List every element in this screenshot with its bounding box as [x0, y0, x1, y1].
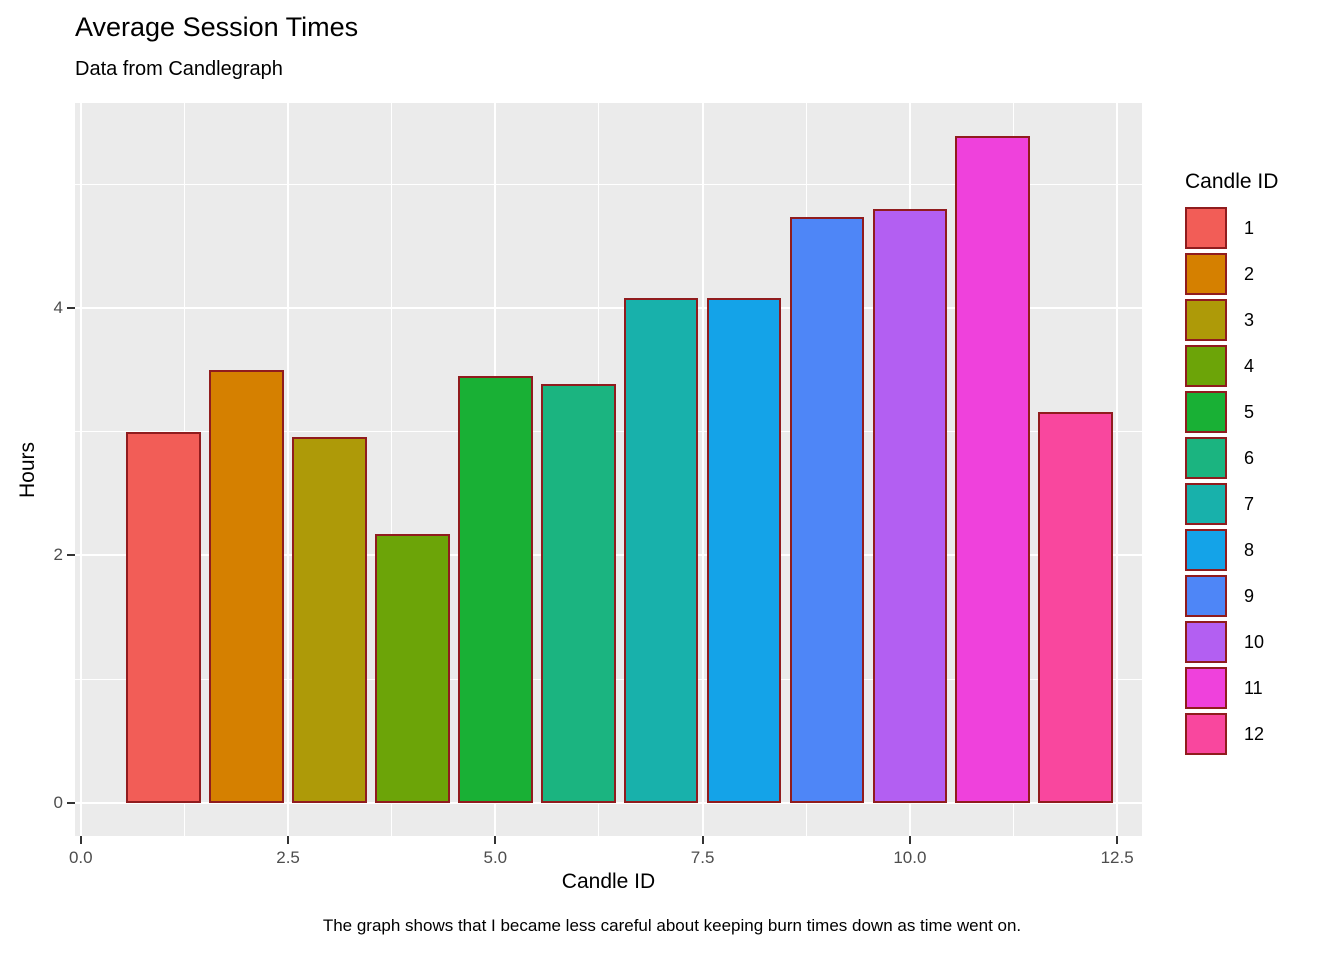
legend-item-6: 6 — [1185, 437, 1278, 479]
legend-swatch — [1185, 437, 1227, 479]
legend-label: 8 — [1244, 539, 1255, 560]
x-major-gridline — [79, 103, 82, 836]
legend-item-10: 10 — [1185, 621, 1278, 663]
bar-candle-4 — [375, 534, 450, 803]
legend-swatch — [1185, 529, 1227, 571]
bar-candle-8 — [706, 298, 782, 803]
legend-item-4: 4 — [1185, 345, 1278, 387]
legend-item-1: 1 — [1185, 207, 1278, 249]
legend-label: 2 — [1244, 263, 1255, 284]
legend-swatch — [1185, 391, 1227, 433]
legend-label: 12 — [1244, 723, 1265, 744]
legend-label: 9 — [1244, 585, 1255, 606]
y-minor-gridline — [75, 184, 1142, 186]
legend-item-2: 2 — [1185, 253, 1278, 295]
x-tick-mark — [79, 836, 82, 844]
x-axis-title: Candle ID — [561, 870, 656, 893]
legend-label: 5 — [1244, 401, 1255, 422]
legend-keys: 1 2 3 4 5 6 7 8 9 10 11 12 — [1185, 207, 1278, 755]
y-major-gridline — [75, 801, 1142, 804]
y-tick-label: 4 — [53, 298, 63, 318]
bar-candle-9 — [789, 216, 865, 803]
y-axis-title: Hours — [16, 441, 39, 499]
legend-item-3: 3 — [1185, 299, 1278, 341]
x-tick-mark — [701, 836, 704, 844]
bar-candle-11 — [955, 136, 1031, 803]
legend-swatch — [1185, 575, 1227, 617]
plot-panel — [75, 103, 1142, 836]
y-tick-mark — [67, 801, 75, 804]
bar-candle-2 — [209, 369, 284, 803]
x-tick-mark — [908, 836, 911, 844]
x-tick-label: 5.0 — [483, 848, 508, 867]
legend-label: 4 — [1244, 355, 1255, 376]
legend-swatch — [1185, 207, 1227, 249]
x-tick-label: 10.0 — [893, 848, 927, 867]
legend-label: 7 — [1244, 493, 1255, 514]
legend-item-7: 7 — [1185, 483, 1278, 525]
legend-label: 1 — [1244, 217, 1255, 238]
bar-candle-5 — [458, 376, 533, 803]
bar-candle-3 — [292, 436, 367, 803]
x-major-gridline — [701, 103, 704, 836]
legend-swatch — [1185, 345, 1227, 387]
y-tick-mark — [67, 307, 75, 310]
legend: Candle ID 1 2 3 4 5 6 7 8 9 10 11 12 — [1185, 170, 1278, 759]
legend-item-11: 11 — [1185, 667, 1278, 709]
legend-label: 10 — [1244, 631, 1265, 652]
legend-swatch — [1185, 667, 1227, 709]
x-major-gridline — [1116, 103, 1119, 836]
x-tick-label: 0.0 — [68, 848, 93, 867]
chart-title: Average Session Times — [75, 12, 359, 42]
chart-subtitle: Data from Candlegraph — [75, 58, 283, 80]
legend-label: 6 — [1244, 447, 1255, 468]
x-tick-mark — [287, 836, 290, 844]
legend-item-5: 5 — [1185, 391, 1278, 433]
y-tick-mark — [67, 554, 75, 557]
x-tick-label: 12.5 — [1100, 848, 1134, 867]
x-tick-label: 2.5 — [276, 848, 300, 867]
legend-swatch — [1185, 713, 1227, 755]
legend-swatch — [1185, 253, 1227, 295]
bar-candle-10 — [872, 209, 948, 803]
bar-candle-12 — [1038, 412, 1113, 803]
x-tick-label: 7.5 — [690, 848, 715, 867]
legend-label: 3 — [1244, 309, 1255, 330]
x-minor-gridline — [391, 103, 393, 836]
x-tick-mark — [494, 836, 497, 844]
y-tick-label: 2 — [53, 545, 63, 565]
legend-title: Candle ID — [1185, 170, 1279, 193]
legend-swatch — [1185, 299, 1227, 341]
legend-item-12: 12 — [1185, 713, 1278, 755]
bar-candle-6 — [540, 383, 616, 803]
legend-item-8: 8 — [1185, 529, 1278, 571]
y-tick-label: 0 — [53, 792, 63, 812]
chart-caption: The graph shows that I became less caref… — [322, 916, 1022, 935]
bar-candle-1 — [126, 431, 201, 803]
y-major-gridline — [75, 307, 1142, 310]
legend-swatch — [1185, 483, 1227, 525]
bar-candle-7 — [623, 298, 699, 803]
legend-label: 11 — [1244, 677, 1263, 698]
x-major-gridline — [287, 103, 290, 836]
legend-swatch — [1185, 621, 1227, 663]
x-tick-mark — [1116, 836, 1119, 844]
legend-item-9: 9 — [1185, 575, 1278, 617]
